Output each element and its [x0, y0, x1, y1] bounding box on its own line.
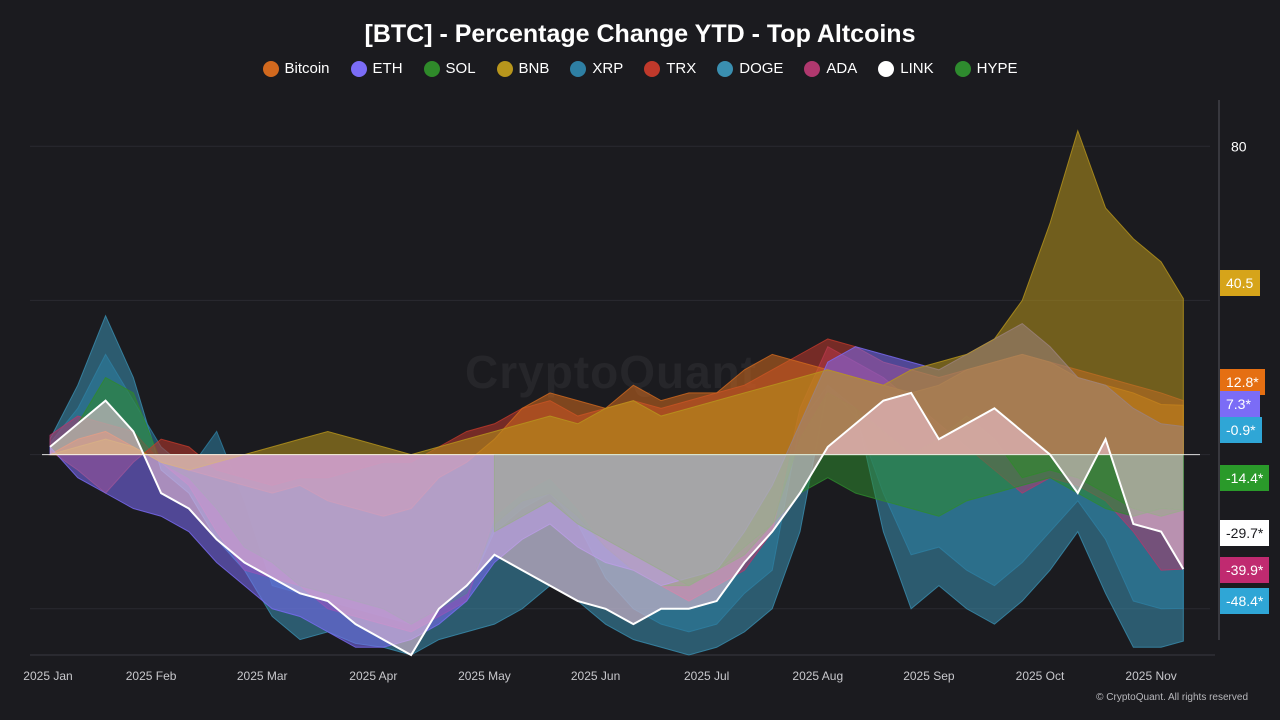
last-value-badge: -48.4*: [1220, 588, 1270, 614]
legend-dot-icon: [717, 60, 734, 77]
legend-dot-icon: [878, 60, 895, 77]
x-tick-label: 2025 May: [458, 669, 511, 683]
last-value-badge: -29.7*: [1220, 520, 1270, 546]
x-tick-label: 2025 Nov: [1125, 669, 1176, 683]
legend-label: LINK: [900, 60, 934, 77]
x-tick-label: 2025 Sep: [903, 669, 955, 683]
legend-label: Bitcoin: [284, 60, 330, 77]
last-value-badge: -14.4*: [1220, 465, 1270, 491]
legend-dot-icon: [423, 60, 440, 77]
legend-dot-icon: [496, 60, 513, 77]
last-value-badge: 40.5: [1220, 270, 1260, 296]
legend-dot-icon: [644, 60, 661, 77]
x-tick-label: 2025 Feb: [126, 669, 177, 683]
series-area-link: [50, 392, 1184, 655]
legend-dot-icon: [804, 60, 821, 77]
watermark: CryptoQuant: [465, 346, 758, 398]
legend-item-bnb[interactable]: BNB: [496, 60, 550, 77]
x-tick-label: 2025 Jul: [684, 669, 729, 683]
legend-item-eth[interactable]: ETH: [350, 60, 403, 77]
last-value-badge: 7.3*: [1220, 391, 1260, 417]
legend-item-link[interactable]: LINK: [878, 60, 934, 77]
legend-label: BNB: [518, 60, 550, 77]
legend-dot-icon: [954, 60, 971, 77]
x-tick-label: 2025 Jun: [571, 669, 620, 683]
legend-label: SOL: [445, 60, 476, 77]
series-area-bnb: [49, 129, 1184, 471]
legend-label: TRX: [666, 60, 697, 77]
copyright: © CryptoQuant. All rights reserved: [1096, 692, 1248, 703]
legend: Bitcoin ETH SOL BNB XRP TRX DOGE ADA LIN…: [0, 60, 1280, 77]
legend-dot-icon: [262, 60, 279, 77]
last-value-badge: -0.9*: [1220, 417, 1262, 443]
legend-label: ETH: [372, 60, 403, 77]
legend-item-xrp[interactable]: XRP: [570, 60, 623, 77]
series-line-link: [49, 391, 1185, 657]
x-tick-label: 2025 Aug: [792, 669, 843, 683]
legend-item-ada[interactable]: ADA: [804, 60, 857, 77]
legend-item-doge[interactable]: DOGE: [717, 60, 783, 77]
legend-item-trx[interactable]: TRX: [644, 60, 696, 77]
x-tick-label: 2025 Jan: [23, 669, 72, 683]
legend-label: ADA: [826, 60, 858, 77]
y-tick-label: 80: [1231, 138, 1247, 154]
x-tick-label: 2025 Oct: [1016, 669, 1065, 683]
legend-label: DOGE: [739, 60, 784, 77]
x-tick-label: 2025 Apr: [349, 669, 397, 683]
last-value-badge: 12.8*: [1220, 369, 1265, 395]
last-value-badge: -39.9*: [1220, 557, 1270, 583]
x-tick-label: 2025 Mar: [237, 669, 288, 683]
legend-label: HYPE: [976, 60, 1018, 77]
legend-item-hype[interactable]: HYPE: [954, 60, 1018, 77]
chart-title: [BTC] - Percentage Change YTD - Top Altc…: [364, 20, 916, 48]
legend-dot-icon: [570, 60, 587, 77]
legend-item-bitcoin[interactable]: Bitcoin: [262, 60, 330, 77]
legend-dot-icon: [350, 60, 367, 77]
legend-label: XRP: [592, 60, 624, 77]
legend-item-sol[interactable]: SOL: [423, 60, 476, 77]
